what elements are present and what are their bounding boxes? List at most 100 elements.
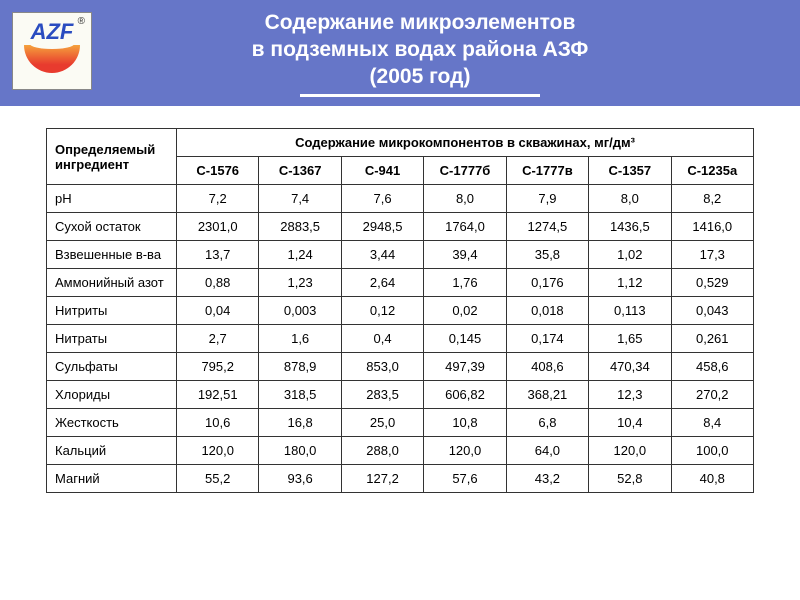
table-row: Сульфаты795,2878,9853,0497,39408,6470,34… <box>47 353 754 381</box>
value-cell: 0,02 <box>424 297 506 325</box>
value-cell: 7,6 <box>341 185 423 213</box>
value-cell: 0,88 <box>177 269 259 297</box>
table-body: pH7,27,47,68,07,98,08,2Сухой остаток2301… <box>47 185 754 493</box>
value-cell: 8,4 <box>671 409 753 437</box>
well-column-header: С-1357 <box>589 157 671 185</box>
value-cell: 1,6 <box>259 325 341 353</box>
well-column-header: С-1576 <box>177 157 259 185</box>
value-cell: 878,9 <box>259 353 341 381</box>
value-cell: 17,3 <box>671 241 753 269</box>
value-cell: 10,4 <box>589 409 671 437</box>
value-cell: 270,2 <box>671 381 753 409</box>
logo: ® AZF <box>12 12 92 90</box>
value-cell: 25,0 <box>341 409 423 437</box>
title-line-3: (2005 год) <box>40 63 800 90</box>
ingredient-cell: Кальций <box>47 437 177 465</box>
value-cell: 120,0 <box>589 437 671 465</box>
table-row: Кальций120,0180,0288,0120,064,0120,0100,… <box>47 437 754 465</box>
value-cell: 1274,5 <box>506 213 588 241</box>
value-cell: 57,6 <box>424 465 506 493</box>
well-column-header: С-1235а <box>671 157 753 185</box>
value-cell: 8,0 <box>589 185 671 213</box>
value-cell: 0,529 <box>671 269 753 297</box>
registered-mark: ® <box>78 16 85 27</box>
value-cell: 288,0 <box>341 437 423 465</box>
value-cell: 1,65 <box>589 325 671 353</box>
value-cell: 0,043 <box>671 297 753 325</box>
value-cell: 3,44 <box>341 241 423 269</box>
value-cell: 192,51 <box>177 381 259 409</box>
value-cell: 120,0 <box>177 437 259 465</box>
value-cell: 6,8 <box>506 409 588 437</box>
value-cell: 2948,5 <box>341 213 423 241</box>
value-cell: 2301,0 <box>177 213 259 241</box>
value-cell: 283,5 <box>341 381 423 409</box>
value-cell: 2883,5 <box>259 213 341 241</box>
ingredient-cell: Аммонийный азот <box>47 269 177 297</box>
table-row: pH7,27,47,68,07,98,08,2 <box>47 185 754 213</box>
value-cell: 64,0 <box>506 437 588 465</box>
title-line-1: Содержание микроэлементов <box>40 9 800 36</box>
value-cell: 52,8 <box>589 465 671 493</box>
value-cell: 7,9 <box>506 185 588 213</box>
table-row: Жесткость10,616,825,010,86,810,48,4 <box>47 409 754 437</box>
value-cell: 10,6 <box>177 409 259 437</box>
value-cell: 470,34 <box>589 353 671 381</box>
value-cell: 1,12 <box>589 269 671 297</box>
value-cell: 93,6 <box>259 465 341 493</box>
value-cell: 10,8 <box>424 409 506 437</box>
logo-arc-icon <box>24 45 80 73</box>
ingredient-cell: Хлориды <box>47 381 177 409</box>
ingredient-cell: pH <box>47 185 177 213</box>
value-cell: 8,2 <box>671 185 753 213</box>
value-cell: 0,113 <box>589 297 671 325</box>
value-cell: 1764,0 <box>424 213 506 241</box>
value-cell: 0,04 <box>177 297 259 325</box>
well-column-header: С-1777б <box>424 157 506 185</box>
value-cell: 35,8 <box>506 241 588 269</box>
value-cell: 1416,0 <box>671 213 753 241</box>
value-cell: 100,0 <box>671 437 753 465</box>
value-cell: 0,12 <box>341 297 423 325</box>
table-row: Хлориды192,51318,5283,5606,82368,2112,32… <box>47 381 754 409</box>
value-cell: 180,0 <box>259 437 341 465</box>
title-line-2: в подземных водах района АЗФ <box>40 36 800 63</box>
ingredient-cell: Взвешенные в-ва <box>47 241 177 269</box>
content-area: Определяемый ингредиент Содержание микро… <box>0 106 800 493</box>
value-cell: 318,5 <box>259 381 341 409</box>
value-cell: 16,8 <box>259 409 341 437</box>
well-column-header: С-941 <box>341 157 423 185</box>
value-cell: 1,76 <box>424 269 506 297</box>
value-cell: 458,6 <box>671 353 753 381</box>
value-cell: 12,3 <box>589 381 671 409</box>
value-cell: 1436,5 <box>589 213 671 241</box>
ingredient-cell: Жесткость <box>47 409 177 437</box>
title-underline <box>300 94 540 97</box>
value-cell: 368,21 <box>506 381 588 409</box>
value-cell: 43,2 <box>506 465 588 493</box>
well-column-header: С-1367 <box>259 157 341 185</box>
table-head: Определяемый ингредиент Содержание микро… <box>47 129 754 185</box>
ingredient-cell: Сухой остаток <box>47 213 177 241</box>
value-cell: 1,02 <box>589 241 671 269</box>
value-cell: 497,39 <box>424 353 506 381</box>
value-cell: 606,82 <box>424 381 506 409</box>
value-cell: 2,7 <box>177 325 259 353</box>
table-row: Магний55,293,6127,257,643,252,840,8 <box>47 465 754 493</box>
value-cell: 7,2 <box>177 185 259 213</box>
value-cell: 795,2 <box>177 353 259 381</box>
value-cell: 7,4 <box>259 185 341 213</box>
value-cell: 127,2 <box>341 465 423 493</box>
ingredient-cell: Нитраты <box>47 325 177 353</box>
value-cell: 39,4 <box>424 241 506 269</box>
value-cell: 13,7 <box>177 241 259 269</box>
table-row: Сухой остаток2301,02883,52948,51764,0127… <box>47 213 754 241</box>
wells-group-header: Содержание микрокомпонентов в скважинах,… <box>177 129 754 157</box>
value-cell: 0,261 <box>671 325 753 353</box>
table-row: Нитриты0,040,0030,120,020,0180,1130,043 <box>47 297 754 325</box>
value-cell: 0,4 <box>341 325 423 353</box>
value-cell: 0,145 <box>424 325 506 353</box>
value-cell: 1,24 <box>259 241 341 269</box>
table-row: Взвешенные в-ва13,71,243,4439,435,81,021… <box>47 241 754 269</box>
table-row: Нитраты2,71,60,40,1450,1741,650,261 <box>47 325 754 353</box>
